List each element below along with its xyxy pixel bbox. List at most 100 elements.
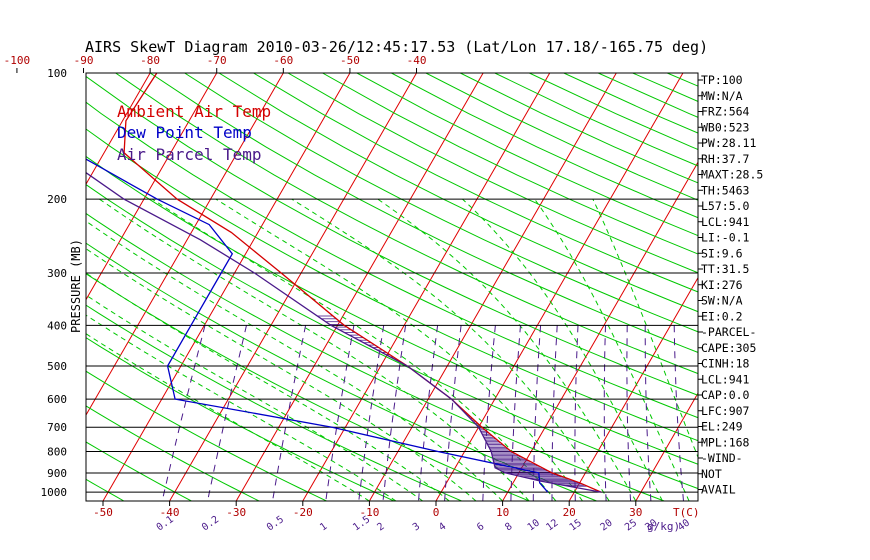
- isotherm-line: [86, 73, 284, 417]
- dry-adiabat-line: [86, 405, 260, 501]
- mixing-ratio-label: 0.2: [200, 514, 221, 533]
- top-temp-tick-label: -40: [407, 54, 427, 67]
- mixing-ratio-label: 12: [544, 518, 560, 534]
- stats-item: RH:37.7: [701, 152, 750, 166]
- stats-item: LCL:941: [701, 215, 750, 229]
- stats-item: TT:31.5: [701, 262, 749, 276]
- bottom-temp-tick-label: -40: [160, 506, 180, 519]
- pressure-tick-label: 300: [47, 267, 67, 280]
- dry-adiabat-line: [86, 478, 125, 501]
- bottom-temp-tick-label: -20: [293, 506, 313, 519]
- dry-adiabat-line: [115, 73, 698, 375]
- mixing-unit-label: g/kg): [647, 520, 680, 533]
- pressure-tick-label: 1000: [41, 486, 68, 499]
- pressure-tick-label: 600: [47, 393, 67, 406]
- moist-adiabat-line: [86, 314, 397, 501]
- dry-adiabat-line: [287, 73, 698, 274]
- bottom-temp-tick-label: 0: [433, 506, 440, 519]
- legend-ambient: Ambient Air Temp: [117, 102, 271, 121]
- dry-adiabat-line: [86, 441, 192, 501]
- moist-adiabat-line: [86, 220, 503, 501]
- stats-item: NOT: [701, 467, 722, 481]
- mixing-ratio-label: 15: [568, 518, 584, 534]
- chart-title: AIRS SkewT Diagram 2010-03-26/12:45:17.5…: [85, 38, 708, 56]
- isotherm-line: [435, 73, 684, 501]
- isotherm-line: [86, 73, 151, 186]
- mixing-ratio-label: 8: [503, 521, 514, 533]
- dry-adiabat-line: [86, 75, 698, 396]
- moist-adiabat-line: [152, 198, 557, 501]
- dry-adiabat-line: [460, 73, 698, 184]
- mixing-ratio-label: 6: [475, 521, 486, 533]
- mixing-ratio-line: [626, 325, 632, 501]
- moist-adiabat-line: [99, 198, 530, 501]
- pressure-tick-label: 400: [47, 319, 67, 332]
- pressure-tick-label: 200: [47, 193, 67, 206]
- moist-adiabat-line: [592, 198, 698, 459]
- stats-item: LI:-0.1: [701, 231, 750, 245]
- stats-item: WB0:523: [701, 120, 750, 134]
- bottom-temp-tick-label: 20: [563, 506, 576, 519]
- isotherm-line: [769, 73, 870, 501]
- dry-adiabat-line: [86, 212, 665, 501]
- mixing-ratio-line: [358, 325, 385, 501]
- pressure-tick-label: 800: [47, 446, 67, 459]
- moist-adiabat-line: [377, 198, 637, 501]
- ambient-temp-profile: [123, 73, 602, 493]
- isotherm-line: [0, 73, 17, 501]
- mixing-ratio-line: [325, 325, 355, 501]
- mixing-ratio-line: [574, 325, 579, 501]
- stats-item: SW:N/A: [701, 294, 743, 308]
- moist-adiabat-line: [215, 198, 583, 501]
- parcel-temp-profile: [86, 171, 602, 493]
- stats-item: -PARCEL-: [701, 325, 756, 339]
- mixing-ratio-line: [510, 325, 521, 501]
- mixing-ratio-line: [272, 325, 307, 501]
- isotherm-line: [169, 73, 417, 501]
- pressure-tick-label: 700: [47, 421, 67, 434]
- mixing-ratio-label: 1: [318, 521, 329, 533]
- top-temp-tick-label: -90: [74, 54, 94, 67]
- bottom-temp-tick-label: 10: [496, 506, 509, 519]
- moist-adiabat-line: [291, 198, 610, 501]
- stats-item: SI:9.6: [701, 246, 743, 260]
- mixing-ratio-line: [444, 325, 462, 501]
- top-temp-tick-label: -80: [140, 54, 160, 67]
- stats-item: EL:249: [701, 420, 743, 434]
- stats-item: TP:100: [701, 73, 743, 87]
- stats-item: PW:28.11: [701, 136, 756, 150]
- stats-item: AVAIL: [701, 483, 736, 497]
- isotherm-line: [568, 276, 698, 501]
- mixing-ratio-label: 10: [526, 518, 542, 534]
- mixing-ratio-line: [644, 325, 652, 501]
- bottom-temp-tick-label: 30: [629, 506, 642, 519]
- stats-item: L57:5.0: [701, 199, 750, 213]
- dry-adiabat-line: [218, 73, 698, 313]
- stats-item: FRZ:564: [701, 105, 750, 119]
- bottom-temp-tick-label: -10: [359, 506, 379, 519]
- stats-item: TH:5463: [701, 183, 750, 197]
- dewpoint-profile: [86, 158, 549, 493]
- isotherm-line: [102, 73, 351, 501]
- mixing-ratio-line: [207, 325, 247, 501]
- bottom-temp-tick-label: -50: [93, 506, 113, 519]
- plot-frame: [85, 72, 699, 502]
- dry-adiabat-line: [86, 273, 530, 501]
- pressure-tick-label: 500: [47, 360, 67, 373]
- axis-ticks: 1002003004005006007008009001000-120-110-…: [4, 54, 692, 534]
- moist-adiabat-line: [86, 272, 450, 501]
- dry-adiabat-line: [0, 73, 56, 501]
- mixing-ratio-line: [161, 325, 206, 501]
- stats-item: CINH:18: [701, 357, 750, 371]
- moist-adiabat-line: [86, 294, 423, 501]
- top-temp-tick-label: -100: [4, 54, 31, 67]
- isotherm-line: [502, 161, 698, 501]
- mixing-ratio-line: [382, 325, 407, 501]
- x-axis-unit-label: T(C): [673, 506, 700, 519]
- mixing-ratio-line: [603, 325, 607, 501]
- dry-adiabat-line: [356, 73, 698, 237]
- mixing-ratio-label: 3: [411, 521, 422, 533]
- top-temp-tick-label: -70: [207, 54, 227, 67]
- isotherm-line: [86, 73, 218, 301]
